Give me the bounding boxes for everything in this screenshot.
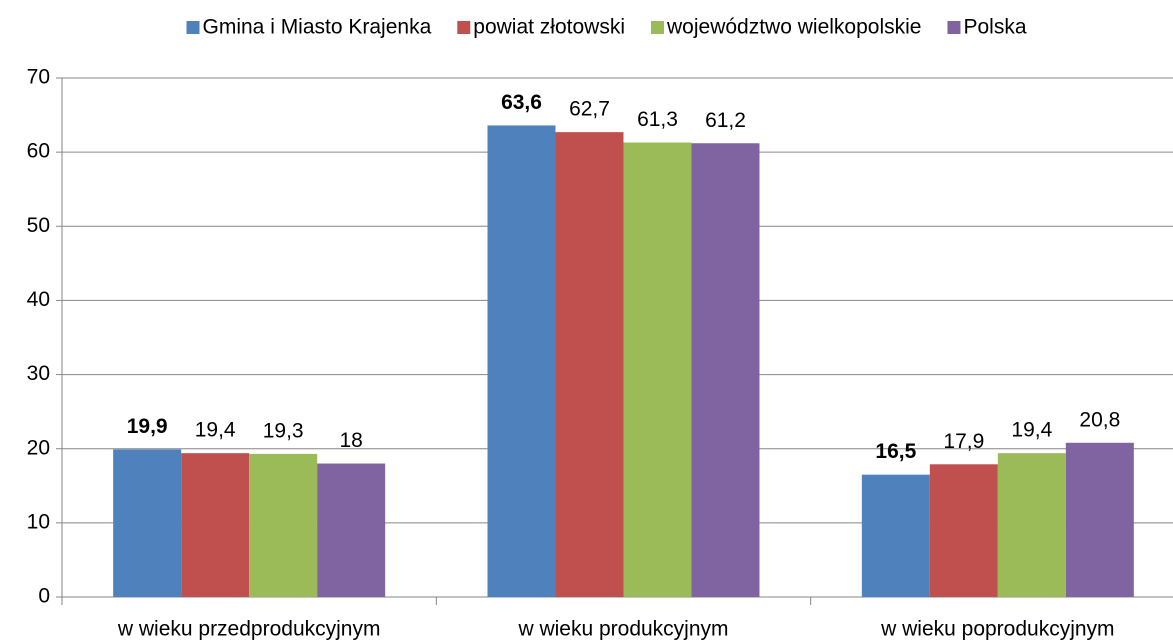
bar — [555, 132, 624, 598]
y-tick-label: 60 — [27, 140, 50, 163]
y-tick-label: 40 — [27, 288, 50, 311]
data-label: 16,5 — [875, 440, 916, 463]
legend-swatch — [457, 21, 471, 34]
y-tick-label: 20 — [27, 436, 50, 459]
bar — [861, 474, 930, 597]
x-tick-label: w wieku poprodukcyjnym — [880, 618, 1114, 641]
bar — [623, 142, 692, 598]
data-label: 19,4 — [1011, 419, 1052, 442]
bar — [997, 453, 1066, 597]
data-label: 19,9 — [127, 415, 168, 438]
bar — [929, 464, 998, 597]
bar — [1065, 442, 1134, 597]
x-tick-label: w wieku przedprodukcyjnym — [117, 618, 381, 641]
data-label: 19,3 — [263, 419, 304, 442]
data-label: 20,8 — [1079, 408, 1120, 431]
data-label: 62,7 — [569, 98, 610, 121]
bar — [249, 453, 318, 597]
y-tick-label: 70 — [27, 66, 50, 89]
y-tick-label: 50 — [27, 214, 50, 237]
x-tick-label: w wieku produkcyjnym — [517, 618, 728, 641]
bar — [113, 449, 182, 597]
legend-label: województwo wielkopolskie — [666, 16, 921, 39]
y-tick-label: 0 — [38, 585, 50, 608]
data-label: 61,3 — [637, 108, 678, 131]
legend-swatch — [651, 21, 665, 34]
bar — [317, 463, 386, 597]
legend-label: powiat złotowski — [473, 16, 625, 39]
y-tick-label: 10 — [27, 510, 50, 533]
bar — [691, 143, 760, 597]
bar — [487, 125, 556, 598]
y-tick-label: 30 — [27, 362, 50, 385]
data-label: 19,4 — [195, 419, 236, 442]
bar — [181, 453, 250, 597]
data-label: 61,2 — [705, 109, 746, 132]
legend: Gmina i Miasto Krajenka powiat złotowski w… — [186, 16, 1027, 39]
data-label: 17,9 — [943, 430, 984, 453]
legend-swatch — [947, 21, 961, 34]
legend-label: Gmina i Miasto Krajenka — [203, 16, 432, 39]
data-label: 63,6 — [501, 91, 542, 114]
data-label: 18 — [339, 429, 362, 452]
legend-label: Polska — [963, 16, 1026, 39]
legend-swatch — [186, 21, 200, 34]
